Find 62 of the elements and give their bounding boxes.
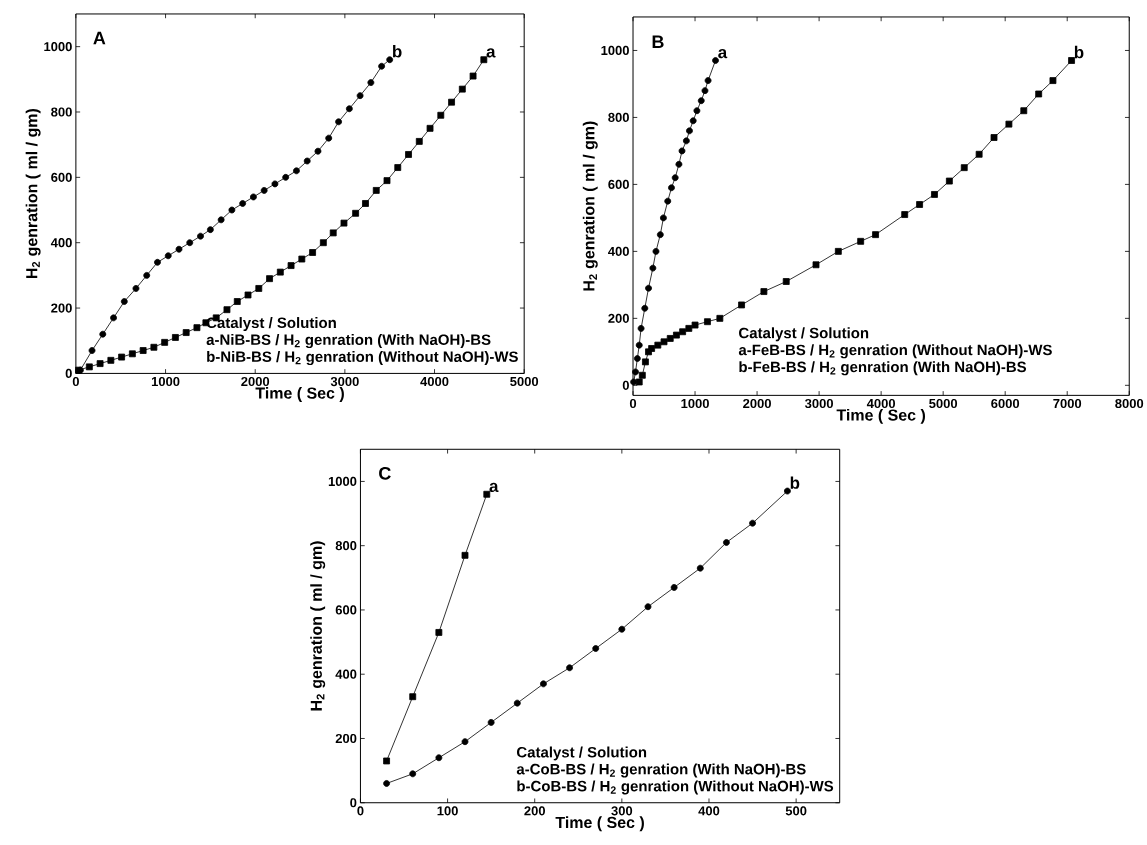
- y-tick-label: 1000: [328, 476, 357, 487]
- y-tick-label: 800: [608, 112, 629, 123]
- x-axis-title: Time ( Sec ): [555, 816, 644, 832]
- x-tick-label: 5000: [510, 377, 539, 387]
- x-tick-label: 100: [437, 806, 458, 816]
- annotation: Catalyst / Solution: [516, 746, 647, 761]
- x-tick-label: 300: [611, 806, 633, 816]
- annotation: b-CoB-BS / H$_{2}$ genration (Without NaOH)-WS: [517, 780, 834, 795]
- y-axis-title: H$_{2}$ genration ( ml / gm): [582, 121, 598, 291]
- y-tick-label: 400: [50, 238, 72, 248]
- y-tick-label: 600: [51, 172, 72, 183]
- y-tick-label: 800: [335, 541, 357, 551]
- x-axis-title: Time ( Sec ): [255, 387, 344, 403]
- x-tick-label: 4000: [420, 377, 449, 387]
- y-tick-label: 600: [608, 179, 629, 190]
- annotation: a-CoB-BS / H$_{2}$ genration (With NaOH)-BS: [516, 763, 806, 778]
- series-label: a: [489, 482, 499, 493]
- y-tick-label: 1000: [44, 42, 72, 52]
- x-tick-label: 2000: [241, 377, 270, 387]
- x-tick-label: 8000: [1115, 399, 1144, 409]
- annotation: Catalyst / Solution: [739, 327, 869, 342]
- annotation: A: [93, 32, 106, 45]
- y-tick-label: 200: [51, 303, 72, 313]
- x-tick-label: 400: [698, 806, 720, 816]
- y-tick-label: 600: [335, 605, 357, 615]
- y-tick-label: 1000: [601, 46, 629, 56]
- annotation: Catalyst / Solution: [206, 317, 336, 332]
- y-tick-label: 800: [51, 107, 72, 117]
- y-tick-label: 400: [335, 669, 357, 679]
- series-label: a: [718, 49, 728, 59]
- y-tick-label: 0: [350, 798, 357, 808]
- series-label: b: [1074, 46, 1084, 59]
- x-tick-label: 0: [629, 399, 637, 409]
- y-axis-title: H$_{2}$ genration ( ml / gm): [310, 541, 326, 711]
- y-tick-label: 400: [608, 246, 629, 257]
- x-tick-label: 3000: [804, 399, 833, 409]
- y-tick-label: 0: [65, 368, 72, 379]
- x-tick-label: 1000: [151, 377, 180, 387]
- x-axis-title: Time ( Sec ): [836, 409, 926, 425]
- x-tick-label: 200: [524, 806, 546, 816]
- y-axis-title: H$_{2}$ genration ( ml / gm): [25, 109, 41, 279]
- series-label: b: [393, 45, 402, 58]
- x-tick-label: 7000: [1053, 399, 1082, 409]
- x-tick-label: 2000: [743, 399, 771, 409]
- annotation: C: [379, 467, 391, 480]
- x-tick-label: 500: [785, 806, 807, 816]
- legend-label: a: [486, 48, 496, 58]
- annotation: a-NiB-BS / H$_{2}$ genration (With NaOH)-BS: [206, 334, 491, 349]
- x-tick-label: 0: [72, 377, 79, 387]
- y-tick-label: 200: [335, 734, 357, 744]
- annotation: B: [652, 35, 664, 49]
- x-tick-label: 4000: [866, 399, 896, 409]
- x-tick-label: 1000: [681, 399, 709, 409]
- annotation: a-FeB-BS / H$_{2}$ genration (Without NaOH)-WS: [738, 344, 1052, 359]
- x-tick-label: 5000: [929, 399, 958, 409]
- annotation: b-FeB-BS / H$_{2}$ genration (With NaOH)-BS: [739, 361, 1027, 376]
- y-tick-label: 200: [608, 313, 629, 324]
- x-tick-label: 6000: [991, 399, 1020, 409]
- x-tick-label: 3000: [330, 377, 359, 387]
- x-tick-label: 0: [357, 806, 364, 816]
- annotation: b-NiB-BS / H$_{2}$ genration (Without NaOH)-WS: [207, 351, 518, 366]
- legend-label: b: [790, 476, 800, 490]
